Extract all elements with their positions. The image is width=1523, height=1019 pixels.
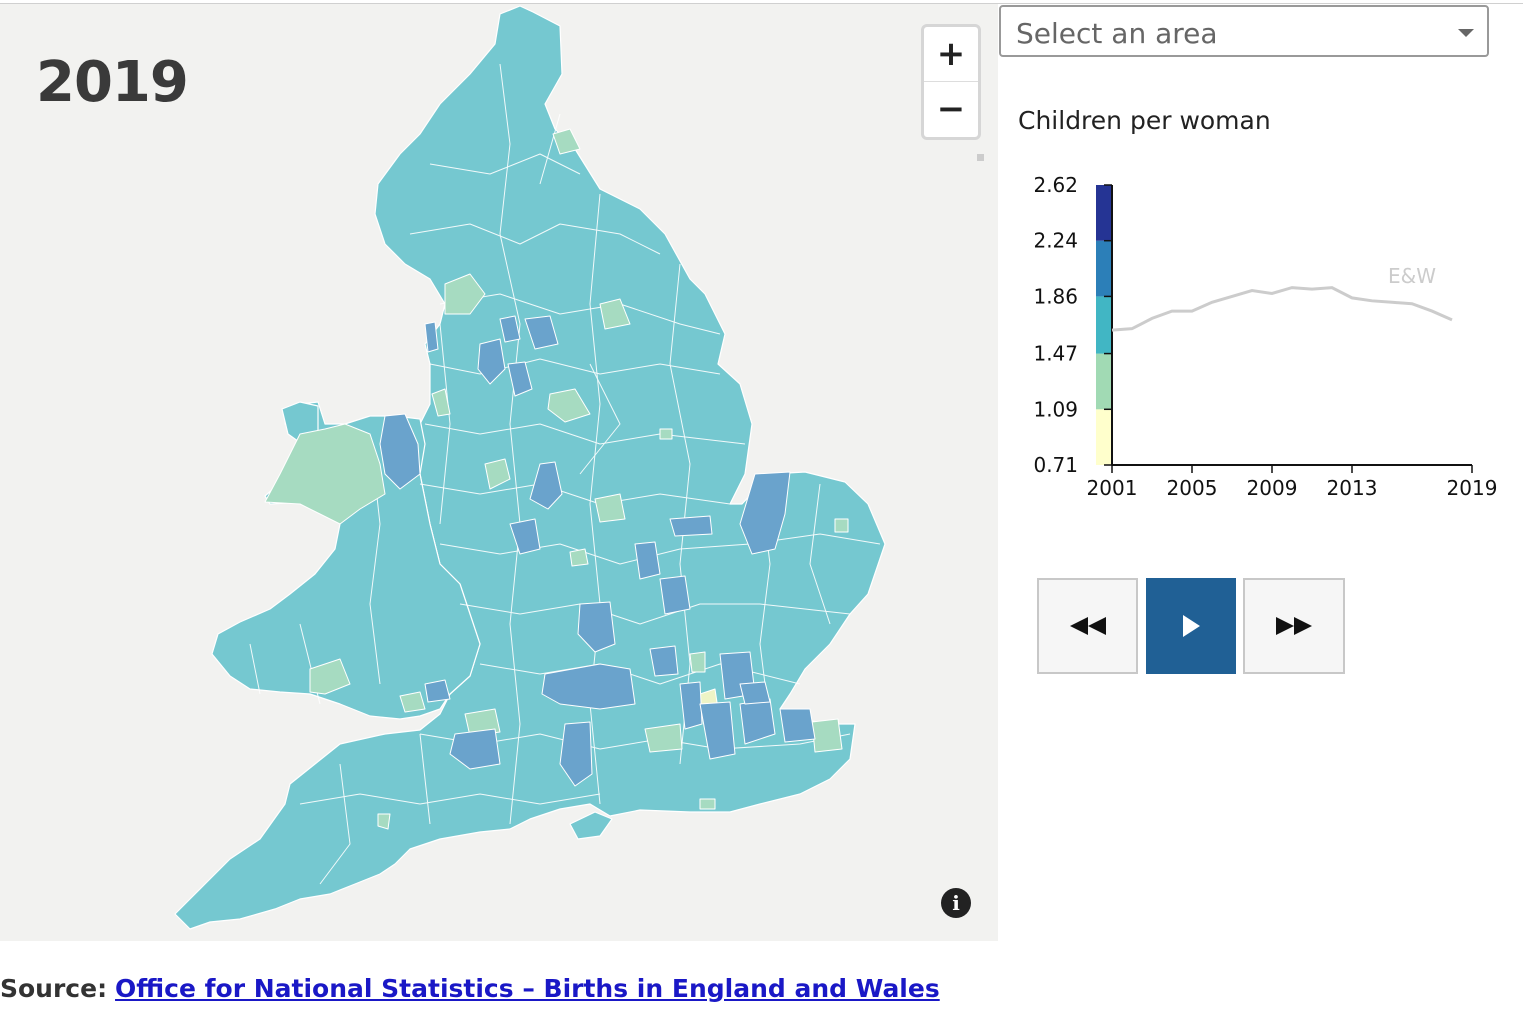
zoom-in-button[interactable]: + bbox=[936, 34, 966, 74]
x-tick-label-4: 2019 bbox=[1447, 476, 1498, 500]
y-tick-label-1: 2.24 bbox=[1033, 229, 1078, 253]
y-tick-label-0: 2.62 bbox=[1033, 173, 1078, 197]
rewind-icon bbox=[1069, 617, 1106, 635]
chevron-down-icon[interactable] bbox=[1458, 29, 1474, 37]
fast-forward-icon bbox=[1276, 617, 1312, 635]
resize-handle[interactable] bbox=[977, 154, 984, 161]
map-panel[interactable]: 2019 + − i bbox=[0, 4, 998, 941]
low-fertility-areas[interactable] bbox=[264, 128, 849, 830]
zoom-control: + − bbox=[921, 24, 981, 140]
y-tick-label-2: 1.86 bbox=[1033, 284, 1078, 308]
area-select[interactable]: Select an area bbox=[999, 5, 1489, 57]
region-england[interactable] bbox=[174, 5, 886, 930]
legend-band-2 bbox=[1096, 296, 1112, 354]
fast-forward-button[interactable] bbox=[1243, 578, 1345, 674]
play-icon bbox=[1183, 615, 1200, 637]
chart-title: Children per woman bbox=[1018, 106, 1271, 135]
x-tick-label-0: 2001 bbox=[1087, 476, 1138, 500]
y-tick-label-5: 0.71 bbox=[1033, 453, 1078, 477]
source-link[interactable]: Office for National Statistics – Births … bbox=[115, 974, 940, 1003]
legend-band-1 bbox=[1096, 353, 1112, 410]
fertility-line-chart: 2.62 2.24 1.86 1.47 1.09 0.71 2001 2005 2009 2013… bbox=[1033, 173, 1498, 500]
zoom-out-button[interactable]: − bbox=[924, 81, 978, 136]
choropleth-map[interactable] bbox=[0, 4, 998, 941]
series-line-0 bbox=[1111, 286, 1453, 332]
play-button[interactable] bbox=[1146, 578, 1236, 674]
source-line: Source: Office for National Statistics –… bbox=[0, 974, 940, 1003]
legend-band-0 bbox=[1096, 409, 1112, 465]
info-icon[interactable]: i bbox=[941, 888, 971, 918]
area-select-placeholder: Select an area bbox=[1016, 17, 1218, 50]
legend-band-4 bbox=[1096, 185, 1112, 241]
series-label-0: E&W bbox=[1388, 264, 1436, 288]
legend-band-3 bbox=[1096, 240, 1112, 297]
x-tick-label-1: 2005 bbox=[1167, 476, 1218, 500]
top-divider bbox=[0, 3, 1523, 4]
high-fertility-areas[interactable] bbox=[379, 315, 816, 787]
year-label: 2019 bbox=[36, 50, 189, 115]
y-tick-label-3: 1.47 bbox=[1033, 342, 1078, 366]
x-tick-label-2: 2009 bbox=[1247, 476, 1298, 500]
y-tick-label-4: 1.09 bbox=[1033, 397, 1078, 421]
x-tick-label-3: 2013 bbox=[1327, 476, 1378, 500]
source-label: Source: bbox=[0, 974, 108, 1003]
region-wales[interactable] bbox=[211, 401, 481, 720]
region-isle-of-wight[interactable] bbox=[569, 811, 613, 840]
rewind-button[interactable] bbox=[1037, 578, 1138, 674]
